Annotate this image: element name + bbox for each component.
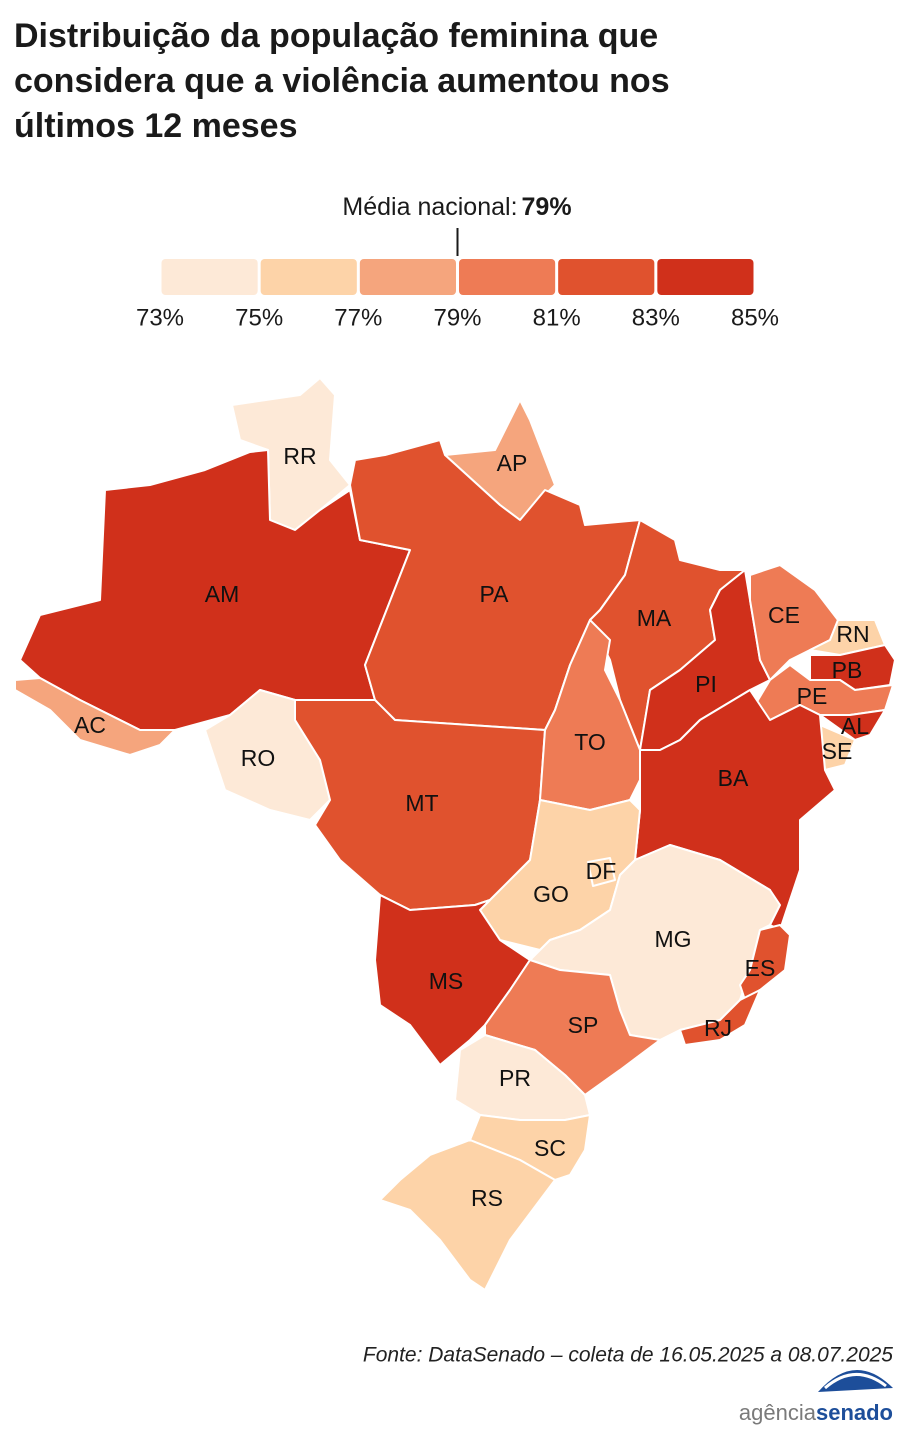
state [679, 989, 761, 1046]
logo: agênciasenado [739, 1400, 893, 1425]
state-label: AM [205, 581, 240, 607]
legend-swatch [459, 259, 556, 295]
state-label: SC [534, 1135, 566, 1161]
state-label: CE [768, 602, 800, 628]
legend-tick-label: 73% [136, 304, 184, 331]
state-label: MA [637, 605, 672, 631]
state-label: BA [718, 765, 749, 791]
legend-swatch [558, 259, 655, 295]
legend-tick-label: 85% [731, 304, 779, 331]
state-label: ES [745, 955, 776, 981]
legend-swatch [657, 259, 754, 295]
state-label: MS [429, 968, 464, 994]
state-label: GO [533, 881, 569, 907]
states [14, 377, 896, 1291]
state [484, 959, 661, 1096]
logo-text: agência [739, 1400, 817, 1425]
legend-tick-label: 81% [533, 304, 581, 331]
national-average-value: 79% [522, 193, 572, 221]
state-label: DF [586, 858, 617, 884]
state [231, 377, 351, 531]
state-label: RS [471, 1185, 503, 1211]
state-label: MG [654, 926, 691, 952]
legend-tick-label: 83% [632, 304, 680, 331]
state [379, 1139, 556, 1291]
state-label: RO [241, 745, 276, 771]
state-label: TO [574, 729, 606, 755]
legend-tick-label: 77% [334, 304, 382, 331]
logo-arc [818, 1369, 893, 1392]
state-label: RJ [704, 1015, 732, 1041]
state-label: RN [836, 621, 869, 647]
state-label: RR [283, 443, 316, 469]
state-label: AL [841, 713, 869, 739]
national-average-label: Média nacional: [342, 193, 517, 221]
state [587, 857, 616, 887]
state [14, 677, 176, 756]
state-label: PE [797, 683, 828, 709]
legend-swatch [359, 259, 456, 295]
state-label: SP [568, 1012, 599, 1038]
state-label: MT [405, 790, 438, 816]
state-label: PR [499, 1065, 531, 1091]
source: Fonte: DataSenado – coleta de 16.05.2025… [363, 1344, 893, 1367]
state-label: SE [822, 738, 853, 764]
logo-arc-line [824, 1373, 887, 1390]
state [819, 709, 886, 741]
state-label: PB [832, 657, 863, 683]
logo-text: senado [816, 1400, 893, 1425]
state-label: AP [497, 450, 528, 476]
legend-swatch [260, 259, 357, 295]
legend-tick-label: 75% [235, 304, 283, 331]
national-average: Média nacional: 79% [342, 193, 571, 221]
title: Distribuição da população feminina que c… [14, 17, 670, 145]
legend-swatch [161, 259, 258, 295]
state-label: AC [74, 712, 106, 738]
state-label: PA [480, 581, 510, 607]
legend-tick-label: 79% [433, 304, 481, 331]
state-label: PI [695, 671, 717, 697]
